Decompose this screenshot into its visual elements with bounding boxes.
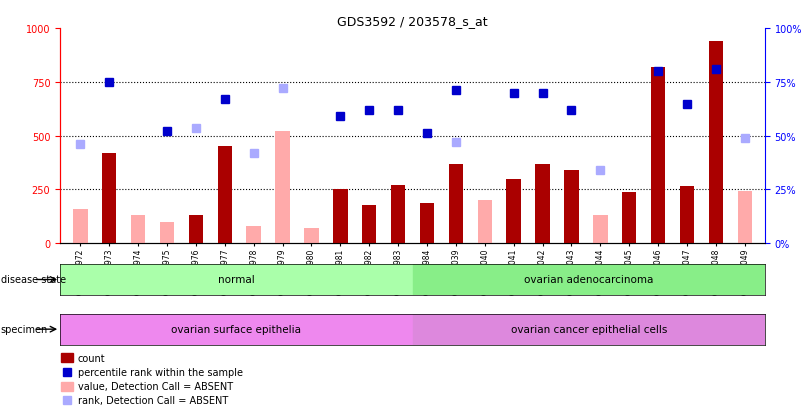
Bar [362,205,376,244]
Bar [477,201,492,244]
Bar [102,154,116,244]
Bar [304,229,319,244]
Text: ovarian surface epithelia: ovarian surface epithelia [171,324,301,335]
Bar [131,216,145,244]
Bar [535,164,549,244]
Bar [391,186,405,244]
Text: value, Detection Call = ABSENT: value, Detection Call = ABSENT [78,381,233,391]
Bar [61,382,73,391]
Bar [73,209,87,244]
Bar [188,216,203,244]
Text: ovarian adenocarcinoma: ovarian adenocarcinoma [524,275,654,285]
Bar [449,164,463,244]
Bar [413,314,765,345]
Bar [60,314,413,345]
Bar [680,187,694,244]
Text: disease state: disease state [1,275,66,285]
Bar [61,354,73,363]
Bar [159,222,174,244]
Bar [420,204,434,244]
Bar [651,68,666,244]
Title: GDS3592 / 203578_s_at: GDS3592 / 203578_s_at [337,15,488,28]
Text: rank, Detection Call = ABSENT: rank, Detection Call = ABSENT [78,395,228,405]
Bar [622,192,637,244]
Bar [413,264,765,295]
Bar [564,171,578,244]
Bar [593,216,607,244]
Text: normal: normal [218,275,255,285]
Bar [333,190,348,244]
Text: specimen: specimen [1,324,48,335]
Bar [218,147,232,244]
Text: percentile rank within the sample: percentile rank within the sample [78,367,243,377]
Text: count: count [78,353,105,363]
Bar [738,191,752,244]
Text: ovarian cancer epithelial cells: ovarian cancer epithelial cells [510,324,667,335]
Bar [60,264,413,295]
Bar [709,42,723,244]
Bar [247,226,261,244]
Bar [506,179,521,244]
Bar [276,132,290,244]
